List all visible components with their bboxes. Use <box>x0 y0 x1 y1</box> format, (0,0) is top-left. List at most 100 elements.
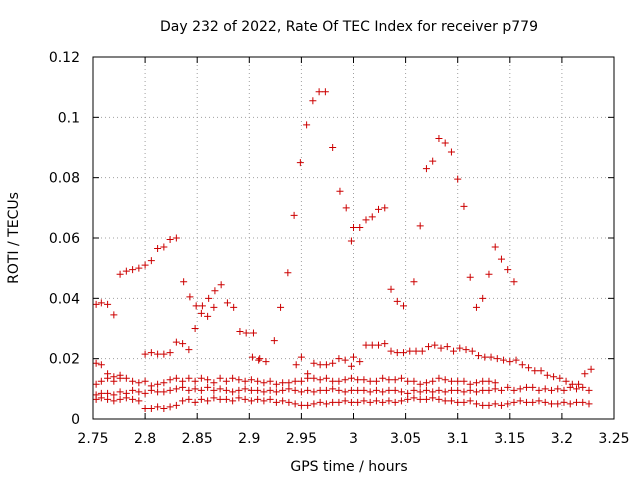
y-tick-label: 0.12 <box>49 50 80 66</box>
data-point <box>104 389 112 397</box>
data-point <box>404 395 412 403</box>
data-point <box>385 386 393 394</box>
data-point <box>579 383 587 391</box>
data-point <box>222 377 230 385</box>
data-point <box>525 364 533 372</box>
data-point <box>572 385 580 393</box>
data-point <box>204 312 212 320</box>
data-point <box>347 374 355 382</box>
data-point <box>518 361 526 369</box>
data-point <box>248 353 256 361</box>
data-point <box>435 395 443 403</box>
data-point <box>166 236 174 244</box>
data-point <box>122 394 130 402</box>
data-point <box>241 385 249 393</box>
data-point <box>456 344 464 352</box>
data-point <box>216 395 224 403</box>
y-tick-label: 0.06 <box>49 231 80 247</box>
data-point <box>431 341 439 349</box>
data-point <box>416 222 424 230</box>
data-point <box>241 395 249 403</box>
data-point <box>375 341 383 349</box>
data-point <box>235 386 243 394</box>
data-point <box>141 261 149 269</box>
data-point <box>180 278 188 286</box>
data-point <box>110 311 118 319</box>
data-point <box>466 386 474 394</box>
data-point <box>497 386 505 394</box>
data-point <box>422 379 430 387</box>
data-point <box>441 388 449 396</box>
data-point <box>229 397 237 405</box>
data-point <box>92 395 100 403</box>
data-point <box>329 377 337 385</box>
data-point <box>116 395 124 403</box>
data-point <box>166 403 174 411</box>
chart-title: Day 232 of 2022, Rate Of TEC Index for r… <box>160 19 538 35</box>
data-point <box>485 386 493 394</box>
data-point <box>135 264 143 272</box>
data-point <box>329 144 337 151</box>
data-point <box>172 374 180 382</box>
data-point <box>516 397 524 405</box>
y-tick-labels: 0 0.02 0.04 0.06 0.08 0.1 0.12 <box>49 50 80 428</box>
data-point <box>266 395 274 403</box>
data-point <box>429 388 437 396</box>
data-point <box>375 205 383 213</box>
data-point <box>441 397 449 405</box>
data-point <box>350 223 357 231</box>
data-point <box>147 257 155 265</box>
x-tick-label: 3 <box>349 431 358 447</box>
data-point <box>241 377 249 385</box>
data-point <box>400 349 408 357</box>
data-point <box>356 358 364 366</box>
data-point <box>197 395 205 403</box>
data-point <box>141 377 149 385</box>
data-point <box>454 175 462 183</box>
data-point <box>516 385 524 393</box>
data-point <box>116 270 124 278</box>
data-point <box>322 374 330 382</box>
data-point <box>329 385 337 393</box>
data-point <box>341 356 349 364</box>
data-point <box>368 213 376 221</box>
data-point <box>485 270 493 278</box>
data-point <box>522 398 530 406</box>
data-point <box>356 223 364 231</box>
data-point <box>204 397 212 405</box>
data-point <box>429 394 437 402</box>
data-point <box>429 157 437 165</box>
data-point <box>479 386 487 394</box>
data-point <box>485 401 493 409</box>
data-point <box>406 347 414 355</box>
data-point <box>391 376 399 384</box>
data-point <box>141 350 149 358</box>
data-point <box>510 278 518 286</box>
data-point <box>493 355 501 363</box>
data-point <box>179 383 187 391</box>
y-tick-label: 0.08 <box>49 171 80 187</box>
data-point <box>550 373 558 381</box>
data-point <box>529 383 537 391</box>
y-tick-label: 0 <box>71 412 80 428</box>
data-point <box>255 356 263 364</box>
data-point <box>141 389 149 397</box>
data-point <box>216 385 224 393</box>
data-point <box>210 303 218 311</box>
data-point <box>393 349 401 357</box>
data-point <box>160 388 168 396</box>
data-point <box>185 395 193 403</box>
data-point <box>97 394 105 402</box>
data-point <box>160 243 168 251</box>
data-point <box>347 362 355 370</box>
data-point <box>191 385 199 393</box>
data-point <box>316 398 324 406</box>
data-point <box>537 367 545 375</box>
data-point <box>229 374 237 382</box>
data-point <box>497 401 505 409</box>
data-point <box>510 398 518 406</box>
data-point <box>322 400 330 408</box>
data-point <box>460 398 468 406</box>
data-point <box>154 380 162 388</box>
data-point <box>104 374 112 382</box>
